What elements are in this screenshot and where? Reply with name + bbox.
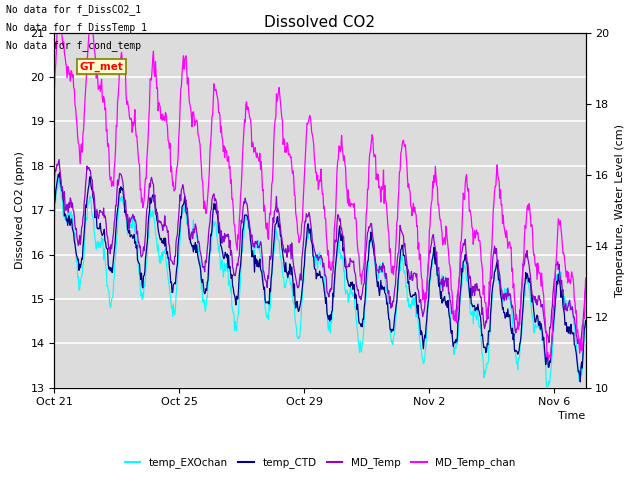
Legend: temp_EXOchan, temp_CTD, MD_Temp, MD_Temp_chan: temp_EXOchan, temp_CTD, MD_Temp, MD_Temp… xyxy=(120,453,520,472)
Text: No data for f_cond_temp: No data for f_cond_temp xyxy=(6,40,141,51)
Text: No data for f_DissTemp_1: No data for f_DissTemp_1 xyxy=(6,22,147,33)
Y-axis label: Temperature, Water Level (cm): Temperature, Water Level (cm) xyxy=(615,124,625,297)
Title: Dissolved CO2: Dissolved CO2 xyxy=(264,15,376,30)
X-axis label: Time: Time xyxy=(558,411,586,421)
Text: No data for f_DissCO2_1: No data for f_DissCO2_1 xyxy=(6,4,141,15)
Y-axis label: Dissolved CO2 (ppm): Dissolved CO2 (ppm) xyxy=(15,151,25,269)
Text: GT_met: GT_met xyxy=(80,61,124,72)
